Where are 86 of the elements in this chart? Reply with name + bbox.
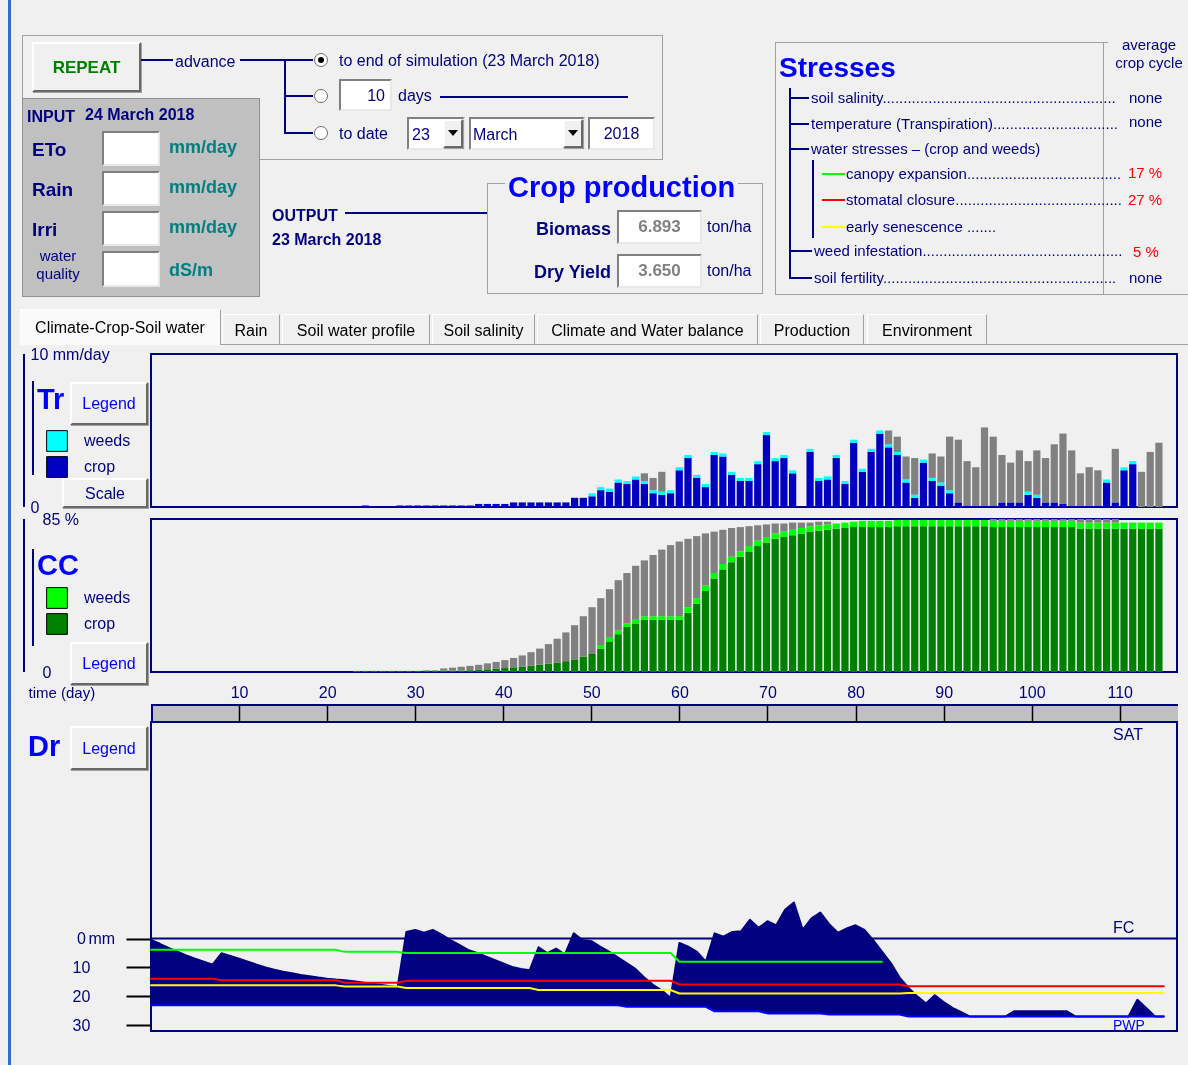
text: ton/ha (707, 216, 752, 236)
y-tick-label: 85 % (42, 510, 79, 528)
ref-line-label: FC (1113, 918, 1135, 936)
text: Legend (82, 654, 136, 673)
text: soil salinity........................................................ (811, 89, 1116, 107)
text: mm/day (169, 176, 238, 198)
x-tick-label: 70 (759, 683, 777, 701)
text: stomatal closure........................................ (846, 191, 1122, 209)
text: ton/ha (707, 260, 752, 280)
y-tick-label: 10 (72, 958, 91, 976)
y-tick-label: 0 (77, 930, 87, 948)
chart-title: Dr (28, 730, 61, 762)
text: canopy expansion..................................... (846, 165, 1122, 183)
text: Production (773, 320, 851, 340)
y-tick-label: 0 (30, 498, 40, 516)
text: Tr (37, 383, 65, 415)
text: to end of simulation (23 March 2018) (339, 50, 600, 70)
x-tick-label: 60 (671, 683, 689, 701)
series-label: PWP (1113, 1016, 1145, 1033)
text: temperature (Transpiration).............................. (811, 115, 1119, 133)
text: 23 March 2018 (272, 229, 382, 249)
legend-label: crop (84, 458, 116, 475)
legend-label: crop (84, 615, 116, 632)
y-axis-title: mm (88, 930, 116, 948)
y-tick-label: 10 mm/day (30, 345, 110, 363)
legend-label: weeds (83, 432, 131, 449)
text: CC (37, 549, 79, 581)
text: 10 (367, 85, 385, 105)
text: advance (175, 51, 236, 71)
x-tick-label: 90 (935, 683, 954, 701)
text: Crop production (505, 169, 739, 205)
text: Environment (882, 320, 972, 340)
text: soil fertility........................................................ (814, 269, 1117, 287)
text: days (398, 85, 432, 105)
text: OUTPUT (272, 205, 338, 225)
legend-label: weeds (83, 589, 131, 606)
text: 5 % (1133, 243, 1159, 261)
x-tick-label: 20 (318, 683, 337, 701)
text: Irri (32, 217, 58, 241)
text: Climate-Crop-Soil water (35, 317, 205, 337)
text: 27 % (1128, 191, 1163, 209)
text: 3.650 (638, 261, 681, 281)
text: 17 % (1128, 164, 1163, 182)
text: Stresses (779, 51, 896, 85)
y-tick-label: 30 (72, 1016, 91, 1034)
text: 24 March 2018 (85, 104, 195, 124)
x-tick-label: 100 (1018, 683, 1046, 701)
x-axis-title: time (day) (28, 683, 96, 701)
y-tick-label: 20 (72, 987, 91, 1005)
text: 2018 (603, 123, 640, 143)
text: REPEAT (52, 58, 121, 78)
text: average crop cycle (1108, 36, 1188, 72)
x-tick-label: 10 (230, 683, 249, 701)
x-tick-label: 80 (847, 683, 866, 701)
text: ETo (32, 137, 67, 161)
text: 6.893 (638, 217, 681, 237)
text: Soil salinity (443, 320, 524, 340)
text: Soil water profile (296, 320, 416, 340)
text: water quality (35, 247, 81, 283)
y-tick-label: 0 (42, 663, 52, 681)
text: Dry Yield (533, 261, 611, 283)
text: early senescence ....... (846, 218, 997, 236)
text: Legend (82, 738, 136, 758)
annotation: SAT (1113, 724, 1143, 744)
text: 23 (412, 124, 430, 144)
text: to date (339, 123, 388, 143)
text: Biomass (535, 218, 611, 240)
text: Rain (234, 320, 268, 340)
text: none (1129, 269, 1163, 287)
text: water stresses – (crop and weeds) (811, 140, 1041, 158)
text: dS/m (169, 259, 214, 281)
text: Rain (32, 177, 74, 201)
x-tick-label: 50 (582, 683, 601, 701)
text: Climate and Water balance (551, 320, 744, 340)
text: INPUT (27, 106, 75, 126)
text: none (1129, 113, 1163, 131)
text: Scale (84, 483, 126, 503)
x-tick-label: 110 (1107, 683, 1134, 701)
text: mm/day (169, 216, 238, 238)
text: none (1129, 89, 1163, 107)
text: mm/day (169, 136, 238, 158)
text: weed infestation................................................ (814, 242, 1123, 260)
x-tick-label: 40 (494, 683, 513, 701)
text: March (473, 124, 518, 144)
x-tick-label: 30 (406, 683, 425, 701)
text: Legend (82, 394, 136, 413)
